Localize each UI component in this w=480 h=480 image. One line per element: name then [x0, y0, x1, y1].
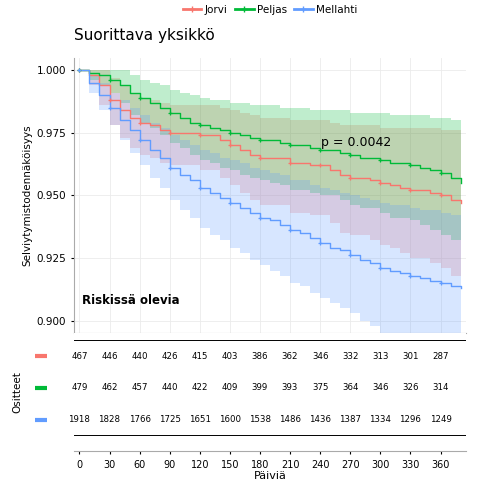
Text: 440: 440 — [161, 384, 178, 392]
Text: 462: 462 — [101, 384, 118, 392]
Text: 332: 332 — [342, 352, 359, 360]
Text: 313: 313 — [372, 352, 389, 360]
Text: 346: 346 — [372, 384, 389, 392]
Text: 422: 422 — [192, 384, 208, 392]
Text: 399: 399 — [252, 384, 268, 392]
Text: 1600: 1600 — [219, 415, 241, 424]
X-axis label: Päiviä: Päiviä — [253, 471, 287, 480]
Legend: Jorvi, Peljas, Mellahti: Jorvi, Peljas, Mellahti — [179, 0, 361, 19]
Text: Ositteet: Ositteet — [12, 371, 23, 413]
Text: 301: 301 — [402, 352, 419, 360]
Text: 362: 362 — [282, 352, 298, 360]
Text: Riskissä olevia: Riskissä olevia — [82, 294, 180, 307]
Text: 479: 479 — [71, 384, 88, 392]
Text: 1249: 1249 — [430, 415, 452, 424]
Text: 375: 375 — [312, 384, 328, 392]
Y-axis label: Selviytymistodennäköisyys: Selviytymistodennäköisyys — [22, 124, 32, 266]
Text: 467: 467 — [71, 352, 88, 360]
Text: 415: 415 — [192, 352, 208, 360]
Text: 346: 346 — [312, 352, 328, 360]
Text: Suorittava yksikkö: Suorittava yksikkö — [74, 28, 215, 43]
Text: 326: 326 — [402, 384, 419, 392]
Text: 446: 446 — [101, 352, 118, 360]
Text: 409: 409 — [222, 384, 238, 392]
Text: p = 0.0042: p = 0.0042 — [321, 136, 391, 149]
Text: 1918: 1918 — [69, 415, 90, 424]
Text: 1538: 1538 — [249, 415, 271, 424]
Text: 1766: 1766 — [129, 415, 151, 424]
Text: 1725: 1725 — [159, 415, 180, 424]
Text: 314: 314 — [432, 384, 449, 392]
Text: 1334: 1334 — [369, 415, 391, 424]
Text: 393: 393 — [282, 384, 298, 392]
Text: 403: 403 — [222, 352, 238, 360]
Text: 1436: 1436 — [309, 415, 331, 424]
Text: 440: 440 — [132, 352, 148, 360]
Text: 364: 364 — [342, 384, 359, 392]
Text: 1387: 1387 — [339, 415, 361, 424]
Text: 1828: 1828 — [98, 415, 120, 424]
Text: 1486: 1486 — [279, 415, 301, 424]
Text: 457: 457 — [132, 384, 148, 392]
Text: 1651: 1651 — [189, 415, 211, 424]
Text: 1296: 1296 — [399, 415, 421, 424]
Text: 386: 386 — [252, 352, 268, 360]
Text: 426: 426 — [161, 352, 178, 360]
Text: 287: 287 — [432, 352, 449, 360]
